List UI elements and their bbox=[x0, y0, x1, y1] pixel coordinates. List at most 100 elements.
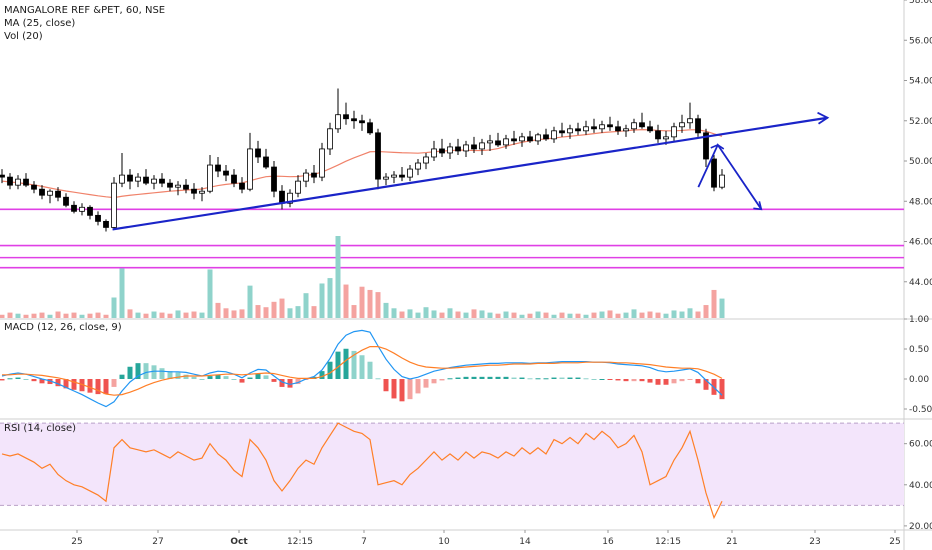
candle bbox=[383, 173, 389, 186]
volume-bar bbox=[655, 312, 661, 318]
trendline-arrowhead bbox=[817, 111, 830, 125]
price-tick-label: 46.00 bbox=[909, 238, 932, 248]
ma-label: MA (25, close) bbox=[4, 18, 76, 29]
candle-body bbox=[599, 124, 605, 130]
candle bbox=[543, 128, 549, 141]
volume-bar bbox=[207, 269, 213, 318]
volume-bar bbox=[311, 306, 317, 318]
candle bbox=[47, 189, 53, 204]
candle bbox=[447, 142, 453, 159]
volume-bar bbox=[455, 311, 461, 318]
volume-bar bbox=[647, 311, 653, 318]
volume-bar bbox=[695, 311, 701, 318]
time-tick-label: 10 bbox=[438, 537, 450, 547]
candle-body bbox=[327, 128, 333, 150]
volume-bar bbox=[359, 286, 365, 318]
candle bbox=[103, 219, 109, 232]
candle bbox=[303, 169, 309, 188]
volume-bar bbox=[47, 314, 53, 318]
macd-histogram-bar bbox=[583, 378, 589, 380]
volume-bar bbox=[23, 314, 29, 318]
candle-body bbox=[247, 148, 253, 190]
macd-histogram-bar bbox=[31, 379, 37, 382]
candle bbox=[479, 138, 485, 155]
candle-body bbox=[551, 130, 557, 140]
candle-body bbox=[431, 148, 437, 158]
volume-bar bbox=[623, 312, 629, 318]
macd-histogram-bar bbox=[527, 378, 533, 380]
candle-body bbox=[583, 126, 589, 132]
price-tick-label: 48.00 bbox=[909, 197, 932, 207]
candle-body bbox=[143, 176, 149, 184]
candle-body bbox=[703, 132, 709, 160]
macd-histogram-bar bbox=[127, 366, 133, 379]
candle bbox=[335, 88, 341, 133]
candle bbox=[567, 124, 573, 139]
volume-bar bbox=[383, 302, 389, 318]
candle bbox=[247, 132, 253, 192]
macd-histogram-bar bbox=[383, 379, 389, 392]
macd-histogram-bar bbox=[655, 379, 661, 385]
candle bbox=[503, 134, 509, 149]
ma-line bbox=[1, 129, 723, 199]
candle bbox=[695, 114, 701, 137]
volume-bar bbox=[287, 308, 293, 318]
volume-bar bbox=[7, 312, 13, 318]
macd-histogram-bar bbox=[271, 379, 277, 382]
candle bbox=[439, 138, 445, 157]
candle-body bbox=[623, 128, 629, 132]
macd-tick-label: 1.00 bbox=[909, 315, 929, 325]
candle-body bbox=[679, 122, 685, 128]
time-tick-label: 25 bbox=[71, 537, 82, 547]
macd-histogram-bar bbox=[151, 365, 157, 379]
volume-bar bbox=[119, 268, 125, 318]
volume-bar bbox=[567, 313, 573, 318]
candle-body bbox=[711, 158, 717, 188]
volume-bar bbox=[607, 310, 613, 318]
macd-histogram-bar bbox=[159, 368, 165, 379]
volume-bar bbox=[679, 311, 685, 318]
volume-bar bbox=[135, 312, 141, 318]
candle-body bbox=[615, 126, 621, 132]
chart-legend: MANGALORE REF &PET, 60, NSE MA (25, clos… bbox=[4, 4, 165, 43]
macd-histogram-bar bbox=[95, 379, 101, 395]
macd-histogram-bar bbox=[423, 379, 429, 388]
macd-histogram-bar bbox=[47, 379, 53, 385]
trendline bbox=[112, 116, 828, 231]
rsi-band bbox=[0, 423, 904, 506]
candle bbox=[183, 179, 189, 194]
macd-histogram-bar bbox=[647, 379, 653, 383]
macd-histogram-bar bbox=[663, 379, 669, 385]
candle bbox=[95, 211, 101, 226]
volume-bar bbox=[55, 311, 61, 318]
volume-bar bbox=[95, 312, 101, 318]
candle bbox=[711, 154, 717, 192]
candle-body bbox=[271, 166, 277, 192]
candle bbox=[687, 102, 693, 129]
candle-body bbox=[15, 178, 21, 186]
macd-histogram-bar bbox=[319, 371, 325, 379]
rsi-tick-label: 20.00 bbox=[909, 522, 932, 532]
volume-bar bbox=[575, 313, 581, 318]
macd-histogram-bar bbox=[447, 378, 453, 380]
candle bbox=[431, 140, 437, 162]
macd-histogram-bar bbox=[487, 376, 493, 379]
price-tick-label: 44.00 bbox=[909, 278, 932, 288]
volume-bar bbox=[559, 312, 565, 318]
macd-histogram-bar bbox=[703, 379, 709, 390]
macd-histogram-bar bbox=[87, 379, 93, 393]
candle bbox=[111, 177, 117, 230]
candle-body bbox=[31, 184, 37, 190]
rsi-tick-label: 40.00 bbox=[909, 481, 932, 491]
volume-bar bbox=[279, 298, 285, 318]
candle-body bbox=[79, 206, 85, 212]
candle bbox=[471, 136, 477, 153]
candle-body bbox=[495, 140, 501, 146]
macd-tick-label: 0.00 bbox=[909, 375, 929, 385]
candle bbox=[239, 177, 245, 194]
macd-histogram-bar bbox=[639, 379, 645, 382]
candle-body bbox=[183, 184, 189, 190]
candle-body bbox=[695, 118, 701, 134]
volume-bar bbox=[15, 313, 21, 318]
